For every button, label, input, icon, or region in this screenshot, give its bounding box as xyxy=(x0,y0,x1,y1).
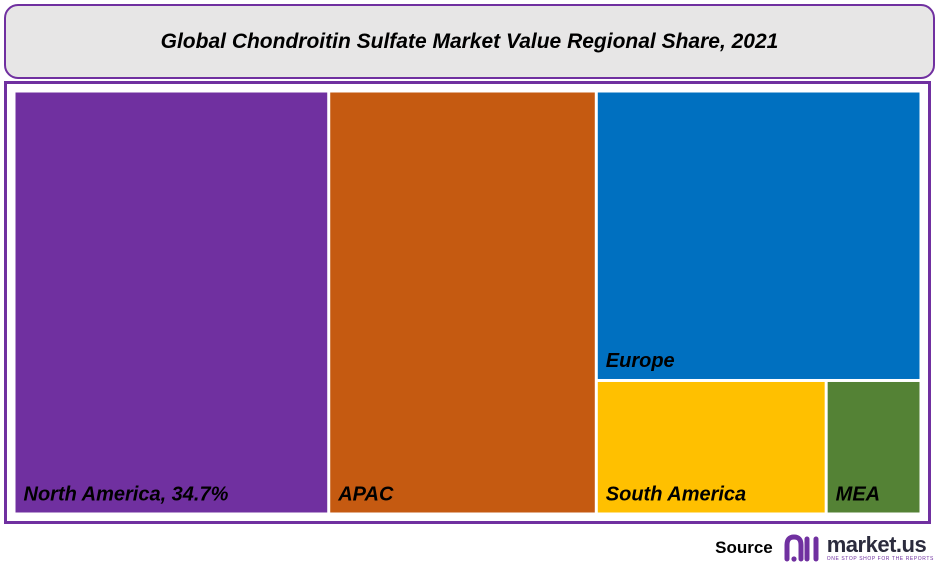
tile-europe xyxy=(597,92,920,379)
tile-apac xyxy=(330,92,595,513)
source-footer: Source market.us ONE STOP SHOP FOR THE R… xyxy=(715,532,934,564)
tile-label-mea: MEA xyxy=(836,484,880,506)
market-us-logo-icon xyxy=(784,534,819,562)
treemap-chart: North America, 34.7% APAC Europe South Amer… xyxy=(15,92,920,513)
market-us-logo: market.us ONE STOP SHOP FOR THE REPORTS xyxy=(783,533,934,563)
tile-north-america xyxy=(15,92,328,513)
logo-tagline: ONE STOP SHOP FOR THE REPORTS xyxy=(826,556,934,562)
logo-name: market.us xyxy=(826,532,927,557)
source-label: Source xyxy=(715,538,773,557)
title-box: Global Chondroitin Sulfate Market Value … xyxy=(4,4,935,79)
chart-title: Global Chondroitin Sulfate Market Value … xyxy=(160,29,779,53)
tile-label-apac: APAC xyxy=(337,484,394,506)
treemap-frame: North America, 34.7% APAC Europe South Amer… xyxy=(4,81,931,524)
tile-south-america xyxy=(597,381,825,513)
tile-label-europe: Europe xyxy=(606,350,675,372)
tile-label-north-america: North America, 34.7% xyxy=(24,484,229,506)
tile-label-south-america: South America xyxy=(606,484,746,506)
tile-mea xyxy=(827,381,920,513)
